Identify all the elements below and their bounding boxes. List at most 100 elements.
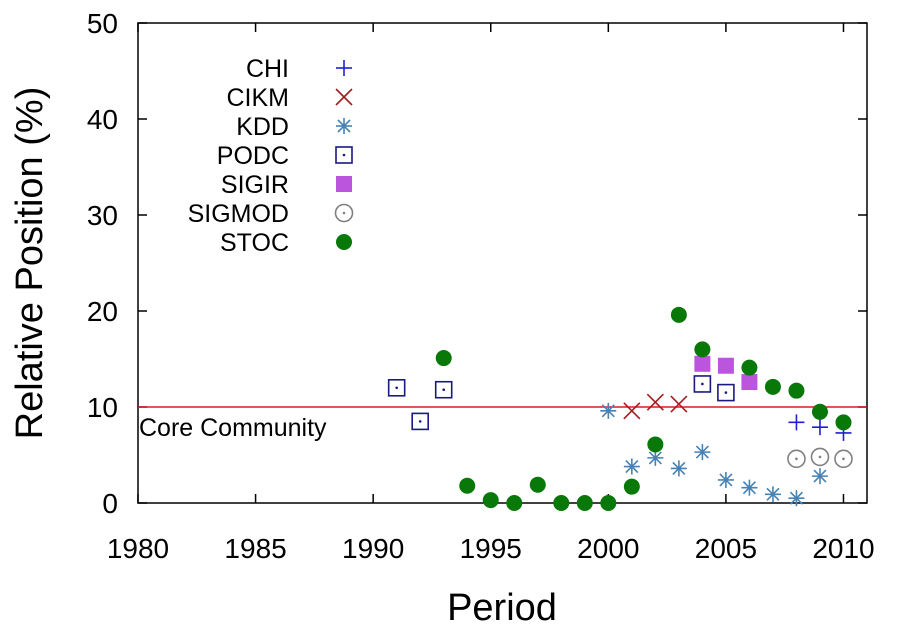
legend-marker-cikm — [335, 88, 353, 106]
marker-shape — [717, 383, 735, 402]
data-point-stoc — [835, 414, 852, 431]
data-point-stoc — [506, 495, 523, 511]
marker-dot — [818, 455, 822, 459]
marker-shape — [788, 382, 805, 399]
marker-shape — [411, 412, 429, 431]
legend-marker-podc — [335, 146, 353, 164]
marker-shape — [741, 374, 758, 391]
legend-label-chi: CHI — [246, 55, 289, 83]
data-point-cikm — [670, 395, 688, 413]
data-point-stoc — [576, 495, 593, 511]
legend-marker-sigmod — [334, 203, 354, 223]
legend-marker-stoc — [336, 234, 352, 250]
series-podc — [387, 375, 735, 431]
x-tick-label: 1985 — [224, 533, 286, 564]
data-point-stoc — [623, 478, 640, 495]
marker-shape — [835, 414, 852, 431]
legend-label-sigir: SIGIR — [221, 171, 289, 199]
marker-shape — [434, 380, 453, 399]
marker-stroke — [335, 88, 353, 106]
y-tick-label: 0 — [102, 488, 118, 519]
legend-marker-chi — [336, 60, 352, 76]
marker-dot — [795, 457, 798, 461]
legend-label-cikm: CIKM — [227, 84, 290, 112]
marker-stroke — [672, 461, 686, 476]
marker-shape — [811, 403, 828, 420]
data-point-stoc — [553, 495, 570, 511]
y-tick-label: 30 — [87, 200, 118, 231]
data-point-cikm — [623, 402, 641, 420]
y-tick-label: 20 — [87, 296, 118, 327]
data-point-stoc — [529, 476, 546, 493]
marker-stroke — [670, 395, 688, 413]
x-tick-label: 2005 — [695, 533, 757, 564]
x-axis-title: Period — [447, 587, 557, 629]
data-point-stoc — [694, 341, 711, 358]
data-point-stoc — [741, 359, 758, 376]
y-tick-label: 50 — [87, 8, 118, 39]
legend-marker-kdd — [336, 118, 352, 134]
marker-shape — [576, 495, 593, 511]
y-tick-label: 10 — [87, 392, 118, 423]
marker-stroke — [625, 459, 639, 474]
y-axis-title: Relative Position (%) — [9, 87, 51, 440]
marker-shape — [459, 477, 476, 494]
marker-dot — [724, 391, 728, 394]
marker-shape — [647, 436, 664, 453]
marker-dot — [342, 153, 346, 157]
data-point-chi — [811, 419, 828, 436]
legend-label-podc: PODC — [217, 142, 289, 170]
marker-dot — [842, 457, 845, 461]
marker-stroke — [813, 469, 827, 483]
legend-label-sigmod: SIGMOD — [188, 200, 289, 228]
data-points — [387, 306, 853, 511]
marker-shape — [529, 476, 546, 493]
marker-shape — [553, 495, 570, 511]
data-point-sigmod — [834, 449, 853, 469]
x-tick-label: 1990 — [342, 533, 404, 564]
x-tick-label: 2010 — [812, 533, 874, 564]
series-cikm — [623, 393, 688, 420]
data-point-stoc — [482, 492, 499, 509]
data-point-stoc — [459, 477, 476, 494]
data-point-kdd — [600, 402, 617, 419]
data-point-kdd — [694, 444, 711, 461]
marker-stroke — [789, 491, 804, 505]
data-point-stoc — [811, 403, 828, 420]
series-kdd — [600, 402, 828, 507]
core-community-label: Core Community — [139, 414, 327, 442]
x-tick-label: 1980 — [107, 533, 169, 564]
data-point-kdd — [670, 460, 687, 477]
marker-shape — [694, 355, 711, 372]
data-point-stoc — [788, 382, 805, 399]
marker-shape — [741, 359, 758, 376]
marker-shape — [336, 234, 352, 250]
marker-shape — [623, 478, 640, 495]
data-point-kdd — [788, 490, 805, 507]
marker-shape — [764, 378, 781, 395]
data-point-stoc — [764, 378, 781, 395]
marker-stroke — [601, 404, 615, 418]
marker-stroke — [766, 487, 780, 501]
data-point-sigir — [694, 355, 711, 372]
data-point-kdd — [623, 458, 640, 475]
marker-stroke — [623, 402, 641, 420]
data-point-podc — [693, 375, 712, 393]
marker-stroke — [648, 451, 662, 465]
data-point-kdd — [811, 468, 828, 485]
marker-dot — [418, 420, 422, 423]
marker-shape — [387, 378, 406, 397]
marker-stroke — [742, 481, 756, 495]
data-point-kdd — [741, 479, 758, 496]
data-point-stoc — [435, 350, 452, 367]
marker-shape — [482, 492, 499, 509]
data-point-kdd — [717, 471, 734, 488]
data-point-podc — [717, 383, 735, 402]
marker-shape — [435, 350, 452, 367]
legend-label-kdd: KDD — [236, 113, 289, 141]
marker-shape — [600, 495, 617, 511]
series-stoc — [435, 306, 852, 511]
data-point-chi — [788, 414, 805, 431]
series-sigir — [694, 355, 758, 391]
